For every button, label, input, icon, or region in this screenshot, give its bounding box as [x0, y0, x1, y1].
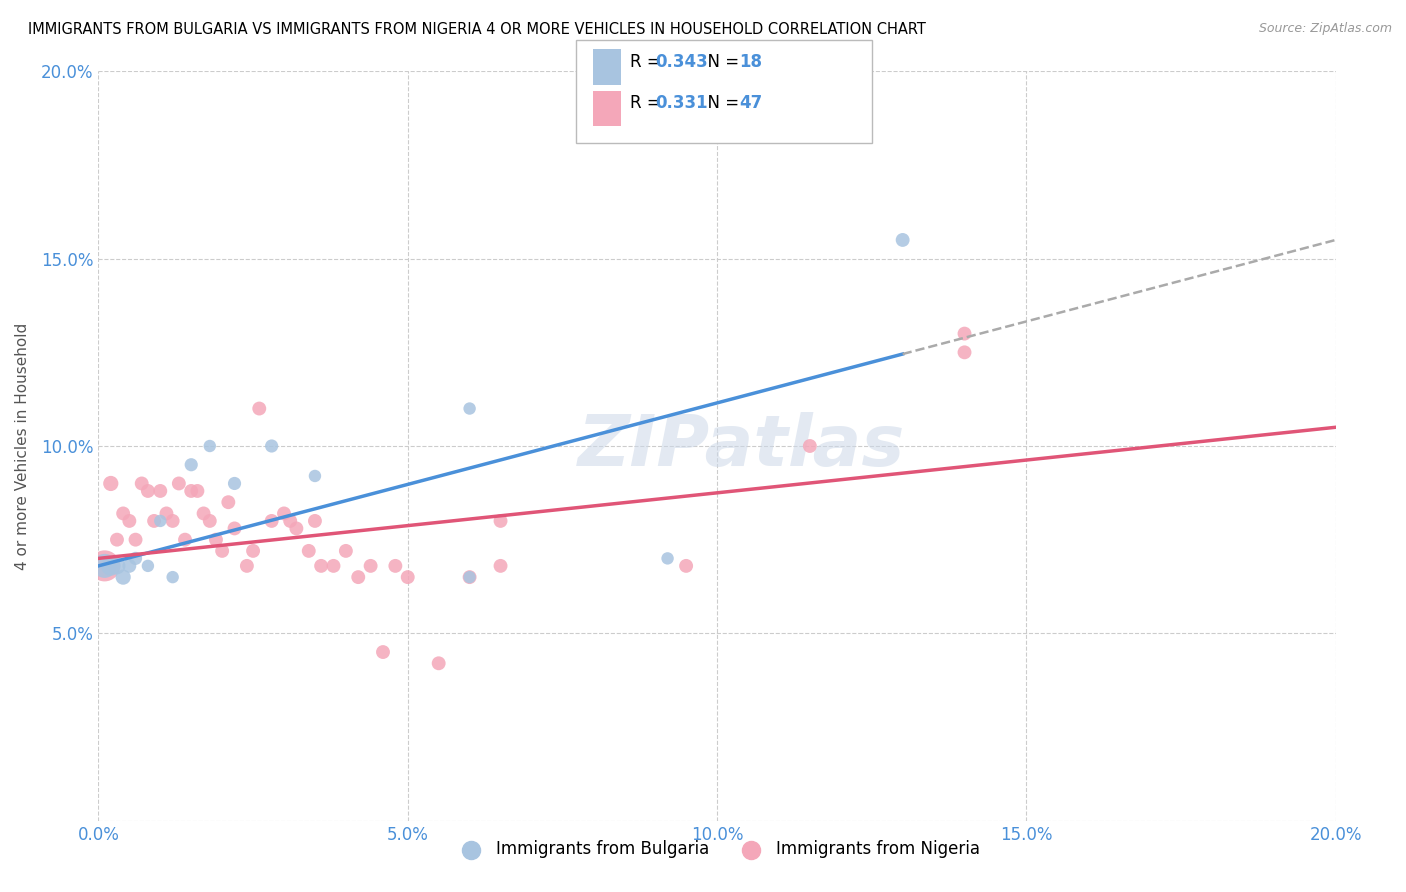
Point	[136, 483, 159, 498]
Point	[112, 570, 135, 584]
Point	[118, 514, 141, 528]
Point	[93, 558, 115, 573]
Text: 0.331: 0.331	[655, 95, 707, 112]
Point	[131, 476, 153, 491]
Point	[799, 439, 821, 453]
Point	[260, 439, 283, 453]
Point	[322, 558, 344, 573]
Point	[211, 544, 233, 558]
Point	[100, 476, 122, 491]
Point	[136, 558, 159, 573]
Point	[953, 326, 976, 341]
Point	[396, 570, 419, 584]
Point	[891, 233, 914, 247]
Point	[304, 514, 326, 528]
Point	[180, 458, 202, 472]
Point	[360, 558, 382, 573]
Point	[304, 469, 326, 483]
Point	[217, 495, 239, 509]
Point	[105, 533, 128, 547]
Point	[489, 514, 512, 528]
Point	[180, 483, 202, 498]
Text: 47: 47	[740, 95, 763, 112]
Point	[162, 514, 184, 528]
Point	[335, 544, 357, 558]
Point	[247, 401, 270, 416]
Point	[100, 558, 122, 573]
Point	[309, 558, 332, 573]
Point	[489, 558, 512, 573]
Point	[224, 476, 246, 491]
Y-axis label: 4 or more Vehicles in Household: 4 or more Vehicles in Household	[15, 322, 30, 570]
Point	[105, 558, 128, 573]
Point	[371, 645, 394, 659]
Point	[458, 570, 481, 584]
Point	[458, 570, 481, 584]
Point	[458, 401, 481, 416]
Text: 0.343: 0.343	[655, 53, 709, 70]
Point	[242, 544, 264, 558]
Point	[657, 551, 679, 566]
Text: ZIPatlas: ZIPatlas	[578, 411, 905, 481]
Point	[167, 476, 190, 491]
Text: 18: 18	[740, 53, 762, 70]
Point	[193, 507, 215, 521]
Legend: Immigrants from Bulgaria, Immigrants from Nigeria: Immigrants from Bulgaria, Immigrants fro…	[447, 833, 987, 864]
Point	[278, 514, 301, 528]
Point	[298, 544, 321, 558]
Point	[112, 507, 135, 521]
Point	[427, 657, 450, 671]
Point	[124, 533, 146, 547]
Point	[347, 570, 370, 584]
Point	[675, 558, 697, 573]
Point	[186, 483, 208, 498]
Point	[205, 533, 228, 547]
Point	[118, 558, 141, 573]
Point	[198, 514, 221, 528]
Text: N =: N =	[697, 53, 745, 70]
Text: Source: ZipAtlas.com: Source: ZipAtlas.com	[1258, 22, 1392, 36]
Point	[384, 558, 406, 573]
Point	[149, 483, 172, 498]
Point	[149, 514, 172, 528]
Point	[124, 551, 146, 566]
Point	[236, 558, 259, 573]
Text: N =: N =	[697, 95, 745, 112]
Text: R =: R =	[630, 53, 666, 70]
Point	[273, 507, 295, 521]
Point	[155, 507, 177, 521]
Point	[953, 345, 976, 359]
Point	[198, 439, 221, 453]
Point	[260, 514, 283, 528]
Point	[93, 558, 115, 573]
Point	[224, 521, 246, 535]
Point	[143, 514, 166, 528]
Point	[174, 533, 197, 547]
Point	[162, 570, 184, 584]
Text: R =: R =	[630, 95, 666, 112]
Text: IMMIGRANTS FROM BULGARIA VS IMMIGRANTS FROM NIGERIA 4 OR MORE VEHICLES IN HOUSEH: IMMIGRANTS FROM BULGARIA VS IMMIGRANTS F…	[28, 22, 927, 37]
Point	[285, 521, 308, 535]
